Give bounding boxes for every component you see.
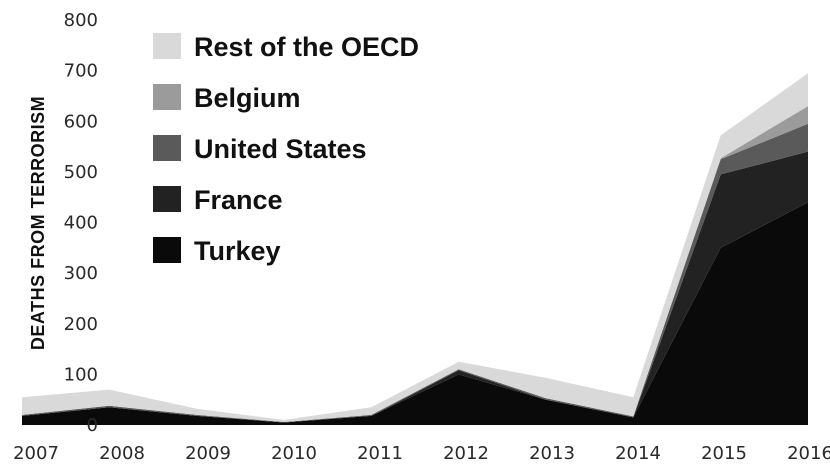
x-axis-ticks: 2007 2008 2009 2010 2011 2012 2013 2014 2015 2016	[13, 443, 830, 464]
x-tick-label: 2013	[529, 443, 575, 464]
legend-item-belgium: Belgium	[153, 83, 301, 113]
y-axis-label: DEATHS FROM TERRORISM	[28, 96, 48, 350]
legend: Rest of the OECD Belgium United States Fran…	[153, 32, 419, 266]
y-tick-label: 0	[87, 415, 98, 436]
legend-item-turkey: Turkey	[153, 236, 281, 266]
y-tick-label: 100	[64, 364, 98, 385]
legend-label: Turkey	[194, 236, 281, 266]
x-tick-label: 2016	[787, 443, 830, 464]
x-tick-label: 2008	[99, 443, 145, 464]
x-tick-label: 2015	[701, 443, 747, 464]
x-tick-label: 2014	[615, 443, 661, 464]
area-turkey	[22, 202, 808, 425]
x-tick-label: 2007	[13, 443, 59, 464]
y-tick-label: 800	[64, 10, 98, 31]
legend-label: France	[194, 185, 283, 215]
legend-swatch	[153, 33, 181, 59]
x-tick-label: 2012	[443, 443, 489, 464]
x-tick-label: 2010	[271, 443, 317, 464]
y-tick-label: 600	[64, 111, 98, 132]
x-tick-label: 2011	[357, 443, 403, 464]
y-tick-label: 300	[64, 263, 98, 284]
legend-item-united-states: United States	[153, 134, 367, 164]
legend-item-rest-of-the-oecd: Rest of the OECD	[153, 32, 419, 62]
legend-item-france: France	[153, 185, 283, 215]
y-axis-ticks: 0 100 200 300 400 500 600 700 800	[64, 10, 98, 436]
y-tick-label: 400	[64, 213, 98, 234]
legend-swatch	[153, 84, 181, 110]
y-tick-label: 200	[64, 314, 98, 335]
area-france	[22, 151, 808, 423]
legend-swatch	[153, 186, 181, 212]
x-tick-label: 2009	[185, 443, 231, 464]
area-layer	[22, 73, 808, 425]
legend-label: Rest of the OECD	[194, 32, 419, 62]
legend-label: Belgium	[194, 83, 301, 113]
y-tick-label: 700	[64, 61, 98, 82]
legend-swatch	[153, 135, 181, 161]
legend-swatch	[153, 237, 181, 263]
legend-label: United States	[194, 134, 367, 164]
y-tick-label: 500	[64, 162, 98, 183]
